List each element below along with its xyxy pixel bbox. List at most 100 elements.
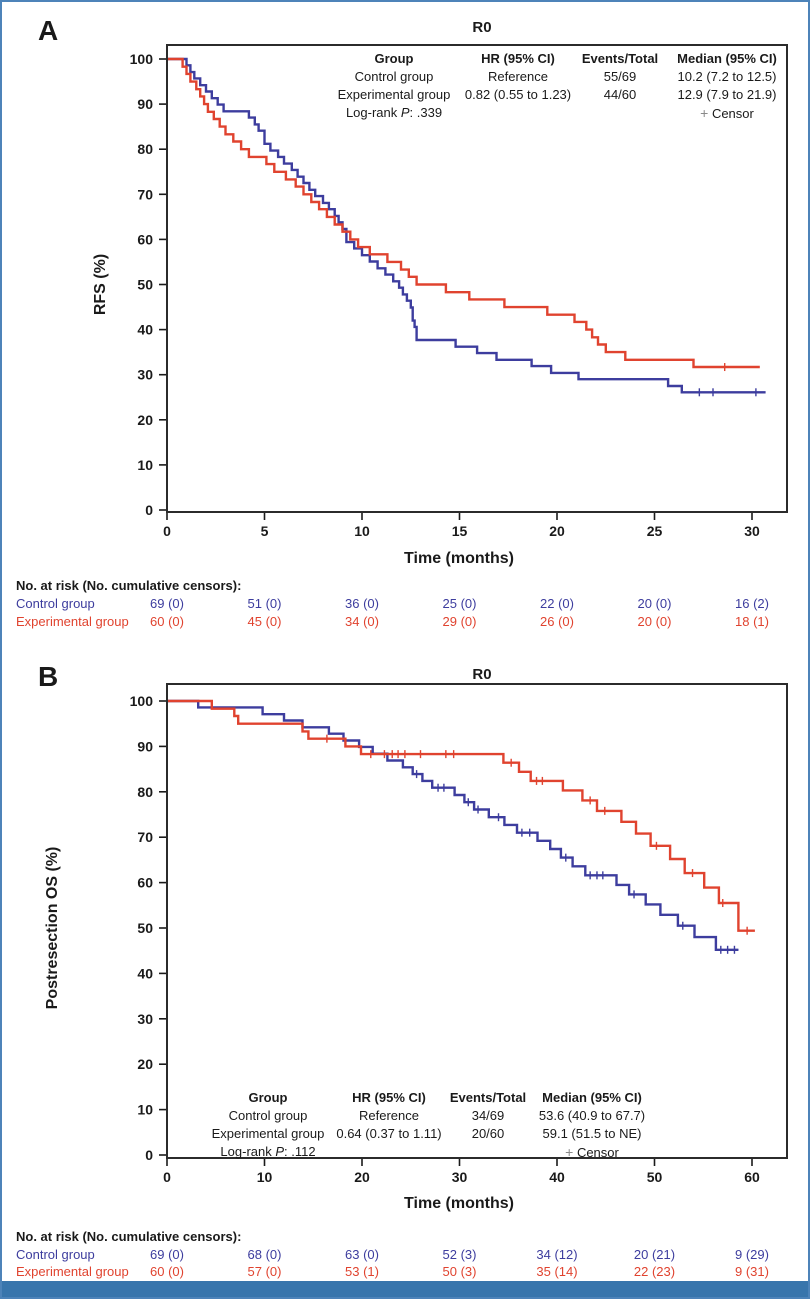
y-tick-label: 60 — [137, 231, 153, 247]
risk-value: 20 (0) — [637, 614, 672, 629]
km-curve-experimental-group — [167, 57, 760, 369]
legend-control-events: 34/69 — [471, 1108, 505, 1123]
panel-letter: B — [38, 661, 58, 692]
x-tick-label: 20 — [354, 1169, 370, 1185]
risk-table-b-header: No. at risk (No. cumulative censors): — [16, 1229, 242, 1244]
x-tick-label: 10 — [354, 523, 370, 539]
legend-panel-b: Group HR (95% CI) Events/Total Median (9… — [160, 1089, 656, 1162]
y-tick-label: 30 — [137, 1011, 153, 1027]
risk-value: 69 (0) — [150, 596, 184, 611]
legend-header-median: Median (95% CI) — [677, 51, 777, 66]
y-tick-label: 0 — [145, 502, 153, 518]
x-tick-label: 10 — [257, 1169, 273, 1185]
risk-value: 34 (12) — [536, 1247, 578, 1262]
legend-spacer — [284, 50, 330, 68]
y-axis-label: RFS (%) — [92, 254, 109, 315]
risk-value: 29 (0) — [442, 614, 477, 629]
legend-experimental-median: 12.9 (7.9 to 21.9) — [677, 87, 777, 102]
risk-value: 22 (23) — [633, 1264, 676, 1279]
y-tick-label: 40 — [137, 322, 153, 338]
risk-row-control-b: Control group 69 (0) 68 (0) 63 (0) 52 (3) 34… — [2, 1247, 808, 1263]
risk-value: 68 (0) — [247, 1247, 282, 1262]
y-tick-label: 30 — [137, 367, 153, 383]
legend-header-events: Events/Total — [581, 51, 659, 66]
legend-experimental-events: 20/60 — [471, 1126, 505, 1141]
risk-value: 69 (0) — [150, 1247, 184, 1262]
legend-experimental-hr: 0.64 (0.37 to 1.11) — [336, 1126, 442, 1141]
y-tick-label: 100 — [130, 51, 154, 67]
risk-value: 63 (0) — [345, 1247, 379, 1262]
y-tick-label: 70 — [137, 186, 153, 202]
legend-spacer — [448, 1143, 528, 1162]
legend-header-group: Group — [248, 1090, 288, 1105]
legend-spacer — [160, 1089, 206, 1107]
y-tick-label: 50 — [137, 920, 153, 936]
y-tick-label: 80 — [137, 141, 153, 157]
x-tick-label: 30 — [744, 523, 760, 539]
risk-value: 60 (0) — [150, 1264, 184, 1279]
y-tick-label: 100 — [130, 693, 154, 709]
censor-legend: + Censor — [565, 1144, 619, 1160]
risk-value: 50 (3) — [442, 1264, 477, 1279]
legend-experimental-hr: 0.82 (0.55 to 1.23) — [464, 87, 572, 102]
legend-control-hr: Reference — [488, 69, 548, 84]
y-tick-label: 10 — [137, 457, 153, 473]
legend-header-median: Median (95% CI) — [542, 1090, 642, 1105]
risk-value: 52 (3) — [442, 1247, 477, 1262]
legend-header-events: Events/Total — [449, 1090, 527, 1105]
y-tick-label: 20 — [137, 1056, 153, 1072]
risk-row-experimental-a: Experimental group 60 (0) 45 (0) 34 (0) 29 … — [2, 614, 808, 630]
risk-value: 9 (29) — [735, 1247, 769, 1262]
censor-legend: + Censor — [700, 105, 754, 121]
legend-spacer — [160, 1143, 206, 1162]
y-tick-label: 80 — [137, 784, 153, 800]
risk-value: 45 (0) — [247, 614, 282, 629]
risk-value: 18 (1) — [735, 614, 769, 629]
risk-value: 53 (1) — [345, 1264, 379, 1279]
logrank-p-value: Log-rank P: .112 — [220, 1144, 316, 1159]
x-tick-label: 20 — [549, 523, 565, 539]
risk-row-experimental-b: Experimental group 60 (0) 57 (0) 53 (1) 50 … — [2, 1264, 808, 1280]
x-tick-label: 5 — [261, 523, 269, 539]
risk-row-control-a: Control group 69 (0) 51 (0) 36 (0) 25 (0) 22… — [2, 596, 808, 612]
legend-header-group: Group — [374, 51, 414, 66]
x-tick-label: 15 — [452, 523, 468, 539]
legend-header-hr: HR (95% CI) — [481, 51, 555, 66]
risk-table-a-header: No. at risk (No. cumulative censors): — [16, 578, 242, 593]
km-curve-control-group — [167, 57, 766, 394]
risk-row-label: Experimental group — [16, 614, 129, 629]
x-axis-label: Time (months) — [404, 1195, 514, 1212]
legend-control-median: 53.6 (40.9 to 67.7) — [538, 1108, 646, 1123]
risk-row-label: Experimental group — [16, 1264, 129, 1279]
panel-b-plot: B R0 Time (months) Postresection OS (%) 0 10 2… — [38, 661, 788, 1212]
panel-title: R0 — [472, 19, 491, 36]
y-tick-label: 0 — [145, 1147, 153, 1163]
risk-value: 22 (0) — [540, 596, 574, 611]
censor-plus-icon: + — [565, 1144, 574, 1160]
x-tick-label: 50 — [647, 1169, 663, 1185]
legend-control-hr: Reference — [359, 1108, 419, 1123]
legend-experimental-label: Experimental group — [337, 87, 451, 102]
risk-value: 60 (0) — [150, 614, 184, 629]
y-tick-label: 20 — [137, 412, 153, 428]
legend-control-median: 10.2 (7.2 to 12.5) — [677, 69, 777, 84]
plot-box — [166, 683, 788, 1159]
legend-spacer — [284, 104, 330, 123]
risk-value: 16 (2) — [735, 596, 769, 611]
risk-value: 51 (0) — [247, 596, 282, 611]
risk-value: 9 (31) — [735, 1264, 769, 1279]
x-tick-label: 40 — [549, 1169, 565, 1185]
legend-spacer — [330, 1143, 448, 1162]
legend-control-events: 55/69 — [603, 69, 637, 84]
censor-plus-icon: + — [700, 105, 709, 121]
x-tick-label: 25 — [647, 523, 663, 539]
risk-value: 20 (21) — [633, 1247, 676, 1262]
y-axis-label: Postresection OS (%) — [44, 847, 61, 1010]
risk-row-label: Control group — [16, 596, 95, 611]
legend-experimental-label: Experimental group — [211, 1126, 325, 1141]
y-tick-label: 90 — [137, 96, 153, 112]
km-curve-control-group — [167, 699, 739, 951]
page-footer-bar — [2, 1281, 808, 1297]
